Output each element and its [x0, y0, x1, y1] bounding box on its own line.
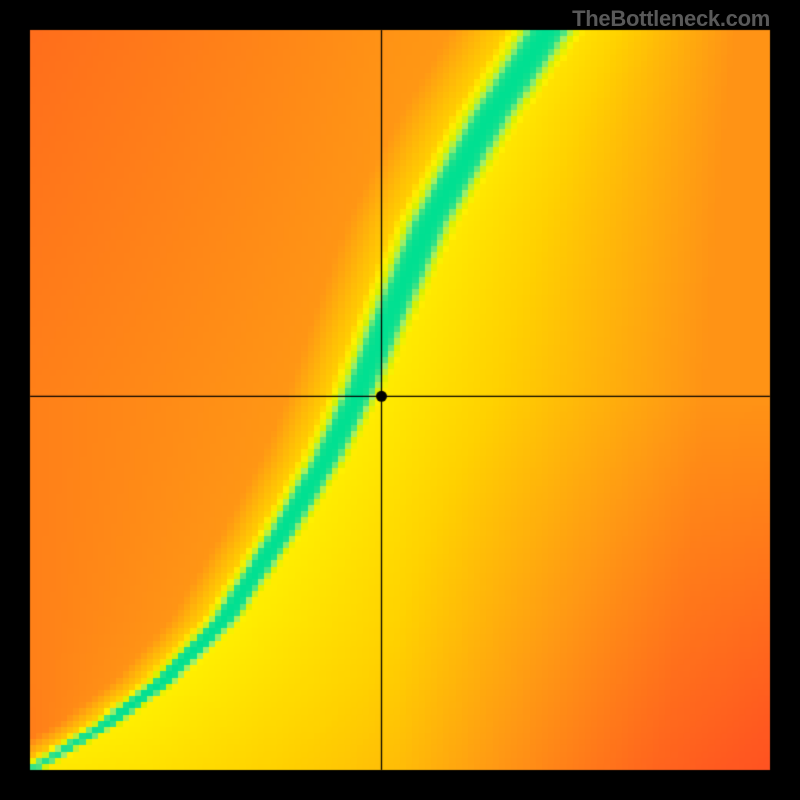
chart-container: TheBottleneck.com	[0, 0, 800, 800]
watermark-text: TheBottleneck.com	[572, 6, 770, 32]
overlay-canvas	[0, 0, 800, 800]
